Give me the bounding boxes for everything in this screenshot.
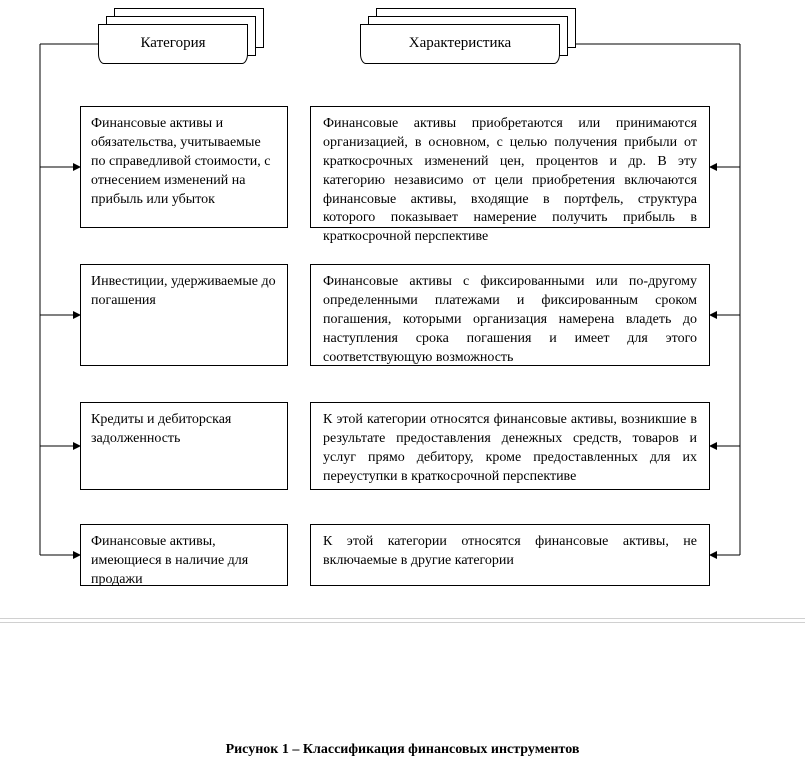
description-text-0: Финансовые активы приобретаются или прин… [323,115,697,247]
divider-1 [0,622,805,623]
description-box-3: К этой категории относятся финансовые ак… [310,524,710,586]
description-box-0: Финансовые активы приобретаются или прин… [310,106,710,228]
category-box-2: Кредиты и дебиторская задолженность [80,402,288,490]
category-text-0: Финансовые активы и обязательства, учиты… [91,115,277,209]
description-box-2: К этой категории относятся финансовые ак… [310,402,710,490]
category-text-2: Кредиты и дебиторская задолженность [91,411,277,449]
description-box-1: Финансовые активы с фиксированными или п… [310,264,710,366]
category-box-1: Инвестиции, удерживаемые до погашения [80,264,288,366]
figure-caption: Рисунок 1 – Классификация финансовых инс… [0,742,805,758]
category-text-1: Инвестиции, удерживаемые до погашения [91,273,277,311]
category-box-3: Финансовые активы, имеющиеся в наличие д… [80,524,288,586]
description-text-2: К этой категории относятся финансовые ак… [323,411,697,487]
category-text-3: Финансовые активы, имеющиеся в наличие д… [91,533,277,590]
divider-0 [0,618,805,619]
description-text-3: К этой категории относятся финансовые ак… [323,533,697,571]
category-box-0: Финансовые активы и обязательства, учиты… [80,106,288,228]
description-text-1: Финансовые активы с фиксированными или п… [323,273,697,367]
